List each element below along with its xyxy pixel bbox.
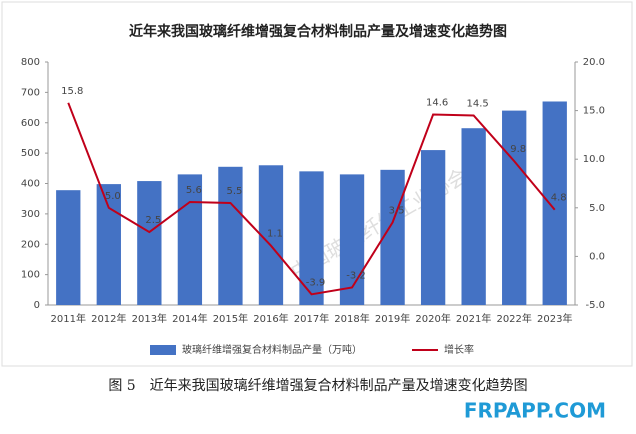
bar [339,174,365,305]
bar [96,184,121,305]
x-tick-label: 2021年 [456,312,491,325]
y2-tick-label: 5.0 [589,203,605,214]
y2-tick-label: 10.0 [583,154,605,165]
bar [420,150,446,305]
y-tick-label: 0 [34,300,40,311]
data-label: 14.6 [426,97,448,108]
x-tick-label: 2014年 [172,312,207,325]
y2-tick-label: 0.0 [589,251,605,262]
bar [380,169,405,305]
data-label: 15.8 [61,86,83,97]
data-label: -3.9 [306,277,326,288]
x-tick-label: 2019年 [375,312,410,325]
data-label: 1.1 [267,229,283,240]
x-tick-label: 2016年 [253,312,288,325]
x-tick-label: 2018年 [334,312,369,325]
y-tick-label: 600 [21,118,40,129]
bar [542,101,567,305]
brand: FRPAPP.COM [464,399,606,423]
bar [218,166,243,305]
x-tick-label: 2017年 [294,312,329,325]
x-tick-label: 2013年 [132,312,167,325]
line [67,102,556,296]
bar [258,165,284,305]
legend-swatch [150,345,176,355]
y-tick-label: 500 [21,148,40,159]
bar [177,174,203,305]
x-tick-label: 2012年 [91,312,126,325]
x-tick-label: 2011年 [51,312,86,325]
legend-label: 增长率 [444,343,474,356]
data-label: 4.8 [551,193,567,204]
bar [502,110,527,305]
data-label: -3.2 [346,271,366,282]
legend-label: 玻璃纤维增强复合材料制品产量（万吨） [182,343,362,356]
bar [299,171,324,305]
chart-title: 近年来我国玻璃纤维增强复合材料制品产量及增速变化趋势图 [129,23,507,40]
x-tick-label: 2020年 [415,312,450,325]
y2-tick-label: 15.0 [583,106,605,117]
bar [137,181,162,305]
y-tick-label: 100 [21,270,40,281]
y-tick-label: 300 [21,209,40,220]
chart-frame [1,1,633,367]
y-tick-label: 800 [21,57,40,68]
caption: 图 5 近年来我国玻璃纤维增强复合材料制品产量及增速变化趋势图 [108,377,527,394]
y-tick-label: 700 [21,87,40,98]
x-tick-label: 2023年 [537,312,572,325]
data-label: 14.5 [467,98,489,109]
bar [56,190,81,305]
y2-tick-label: 20.0 [583,57,605,68]
bar [461,128,486,305]
y2-tick-label: -5.0 [585,300,605,311]
data-label: 5.6 [186,185,202,196]
y-tick-label: 200 [21,239,40,250]
data-label: 2.5 [145,215,161,226]
x-tick-label: 2022年 [496,312,531,325]
y-tick-label: 400 [21,179,40,190]
data-label: 5.5 [226,186,242,197]
data-label: 5.0 [105,191,121,202]
data-label: 3.5 [389,205,405,216]
x-tick-label: 2015年 [213,312,248,325]
data-label: 9.8 [510,144,526,155]
